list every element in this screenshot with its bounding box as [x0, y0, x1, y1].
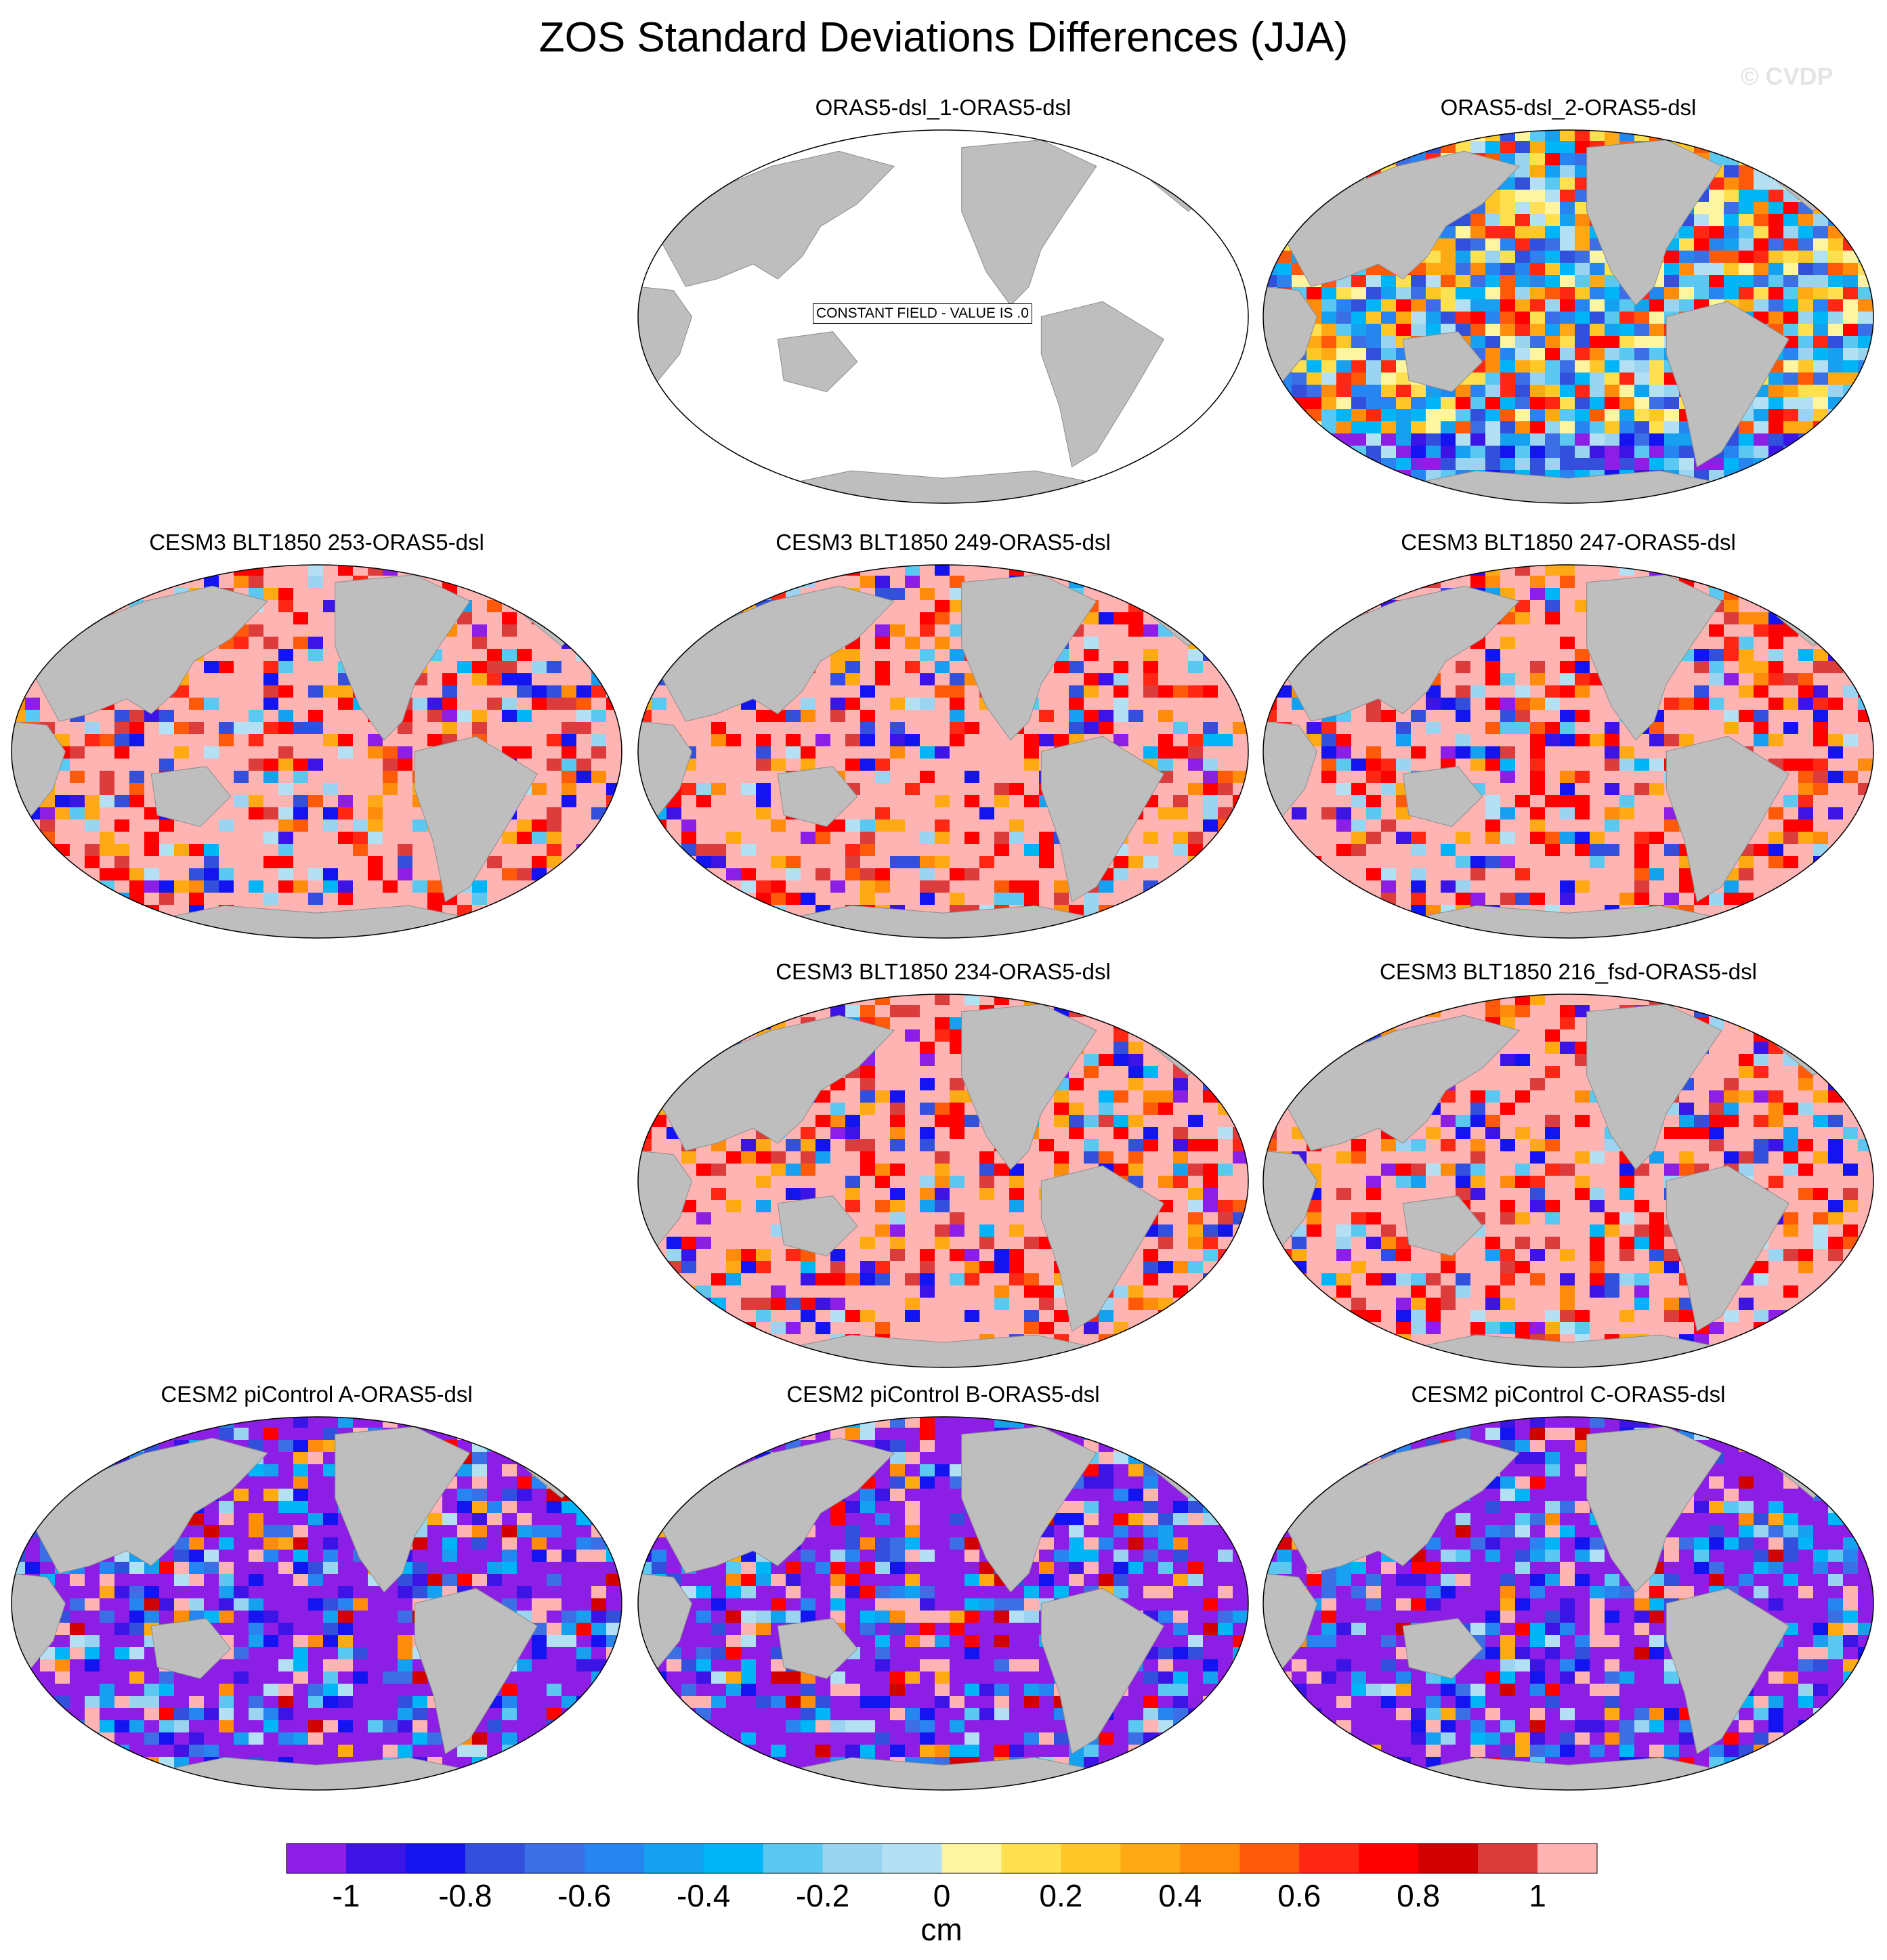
colorbar-swatch: [1180, 1844, 1240, 1873]
cvdp-watermark: © CVDP: [1741, 62, 1833, 90]
map-panel: CESM3 BLT1850 216_fsd-ORAS5-dsl: [1262, 959, 1875, 1369]
colorbar-swatch: [584, 1844, 645, 1873]
robinson-world-map: [1263, 1416, 1874, 1791]
robinson-world-map: [11, 1416, 622, 1791]
robinson-world-map: [1263, 564, 1874, 939]
colorbar-swatch: [1538, 1844, 1598, 1873]
panel-title: CESM2 piControl C-ORAS5-dsl: [1411, 1382, 1726, 1407]
colorbar-tick-label: 0.6: [1277, 1878, 1321, 1913]
panel-title: CESM3 BLT1850 216_fsd-ORAS5-dsl: [1380, 959, 1757, 984]
colorbar-unit: cm: [920, 1912, 962, 1947]
colorbar-swatch: [822, 1844, 883, 1873]
robinson-world-map: [637, 994, 1249, 1368]
colorbar-tick-label: 0.2: [1039, 1878, 1083, 1913]
colorbar-tick-label: 0.8: [1397, 1878, 1441, 1913]
robinson-world-map: [1263, 994, 1874, 1368]
colorbar-swatch: [346, 1844, 406, 1873]
colorbar-swatch: [763, 1844, 824, 1873]
panel-title: CESM3 BLT1850 247-ORAS5-dsl: [1401, 530, 1736, 555]
robinson-world-map: [637, 1416, 1249, 1791]
colorbar-tick-label: 0.4: [1158, 1878, 1202, 1913]
panel-title: CESM3 BLT1850 253-ORAS5-dsl: [149, 530, 484, 555]
colorbar-swatch: [1061, 1844, 1121, 1873]
panel-title: CESM3 BLT1850 249-ORAS5-dsl: [776, 530, 1111, 555]
colorbar-tick-label: -0.2: [795, 1878, 850, 1913]
colorbar-swatch: [1478, 1844, 1538, 1873]
constant-field-note: CONSTANT FIELD - VALUE IS .0: [813, 303, 1032, 324]
robinson-world-map: [11, 564, 622, 939]
colorbar-swatch: [405, 1844, 466, 1873]
colorbar-swatch: [524, 1844, 585, 1873]
colorbar-swatch: [1001, 1844, 1061, 1873]
colorbar-swatch: [1418, 1844, 1479, 1873]
colorbar-tick-label: -0.6: [557, 1878, 612, 1913]
map-panel: CESM3 BLT1850 249-ORAS5-dsl: [637, 530, 1250, 939]
colorbar-swatch: [287, 1844, 347, 1873]
colorbar-swatch: [1359, 1844, 1419, 1873]
colorbar-tick-label: -1: [332, 1878, 360, 1913]
colorbar-swatch: [882, 1844, 942, 1873]
colorbar-tick-label: 1: [1529, 1878, 1546, 1913]
map-panel: CESM3 BLT1850 234-ORAS5-dsl: [637, 959, 1250, 1369]
map-panel: CESM2 piControl A-ORAS5-dsl: [10, 1382, 623, 1791]
map-panel: ORAS5-dsl_1-ORAS5-dsl CONSTANT FIELD - VA…: [637, 95, 1250, 505]
panel-title: CESM3 BLT1850 234-ORAS5-dsl: [776, 959, 1111, 984]
map-panel: CESM2 piControl B-ORAS5-dsl: [637, 1382, 1250, 1791]
colorbar-tick-label: -0.4: [677, 1878, 731, 1913]
colorbar-swatch: [465, 1844, 526, 1873]
map-panel: ORAS5-dsl_2-ORAS5-dsl: [1262, 95, 1875, 505]
colorbar-swatch: [941, 1844, 1002, 1873]
colorbar-swatch: [1239, 1844, 1300, 1873]
colorbar-tick-label: -0.8: [438, 1878, 492, 1913]
panel-title: CESM2 piControl A-ORAS5-dsl: [161, 1382, 473, 1407]
figure-title: ZOS Standard Deviations Differences (JJA…: [538, 14, 1349, 61]
map-panel: CESM3 BLT1850 247-ORAS5-dsl: [1262, 530, 1875, 939]
colorbar-swatch: [1120, 1844, 1181, 1873]
panel-title: ORAS5-dsl_2-ORAS5-dsl: [1440, 95, 1697, 120]
robinson-world-map: [637, 564, 1249, 939]
map-panel: CESM2 piControl C-ORAS5-dsl: [1262, 1382, 1875, 1791]
colorbar-swatch: [643, 1844, 704, 1873]
map-panel: CESM3 BLT1850 253-ORAS5-dsl: [10, 530, 623, 939]
panel-title: CESM2 piControl B-ORAS5-dsl: [786, 1382, 1100, 1407]
colorbar-tick-label: 0: [933, 1878, 951, 1913]
colorbar-swatch: [1299, 1844, 1359, 1873]
panel-title: ORAS5-dsl_1-ORAS5-dsl: [815, 95, 1072, 120]
colorbar-swatch: [703, 1844, 764, 1873]
robinson-world-map: [1263, 129, 1874, 504]
